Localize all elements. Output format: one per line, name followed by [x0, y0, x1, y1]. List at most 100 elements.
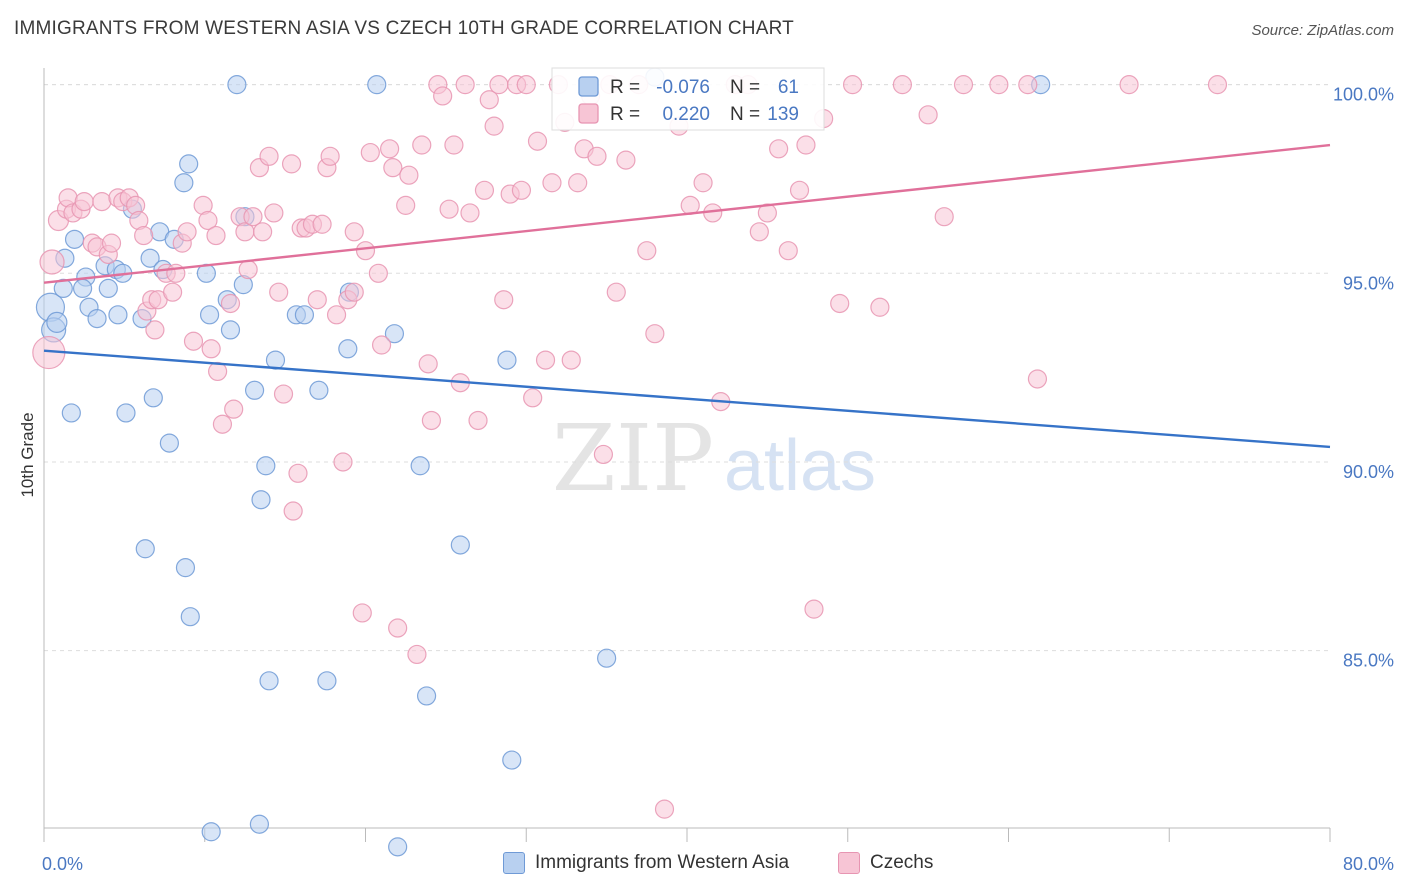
point-blue-25 [199, 305, 220, 325]
point-blue-3 [53, 278, 73, 299]
point-pink-137 [1119, 75, 1139, 95]
point-pink-79 [444, 135, 464, 155]
point-pink-74 [418, 354, 438, 374]
y-tick-label-0: 85.0% [1343, 651, 1394, 671]
point-pink-131 [918, 105, 938, 125]
legend-label-western-asia: Immigrants from Western Asia [535, 852, 790, 873]
point-pink-71 [399, 165, 419, 185]
point-pink-32 [206, 225, 226, 246]
stats-legend: R = -0.076 N = 61 R = 0.220 N = 139 [551, 67, 825, 131]
point-pink-94 [527, 131, 548, 151]
point-pink-40 [243, 207, 263, 227]
point-pink-39 [238, 259, 258, 280]
point-pink-34 [212, 414, 233, 434]
y-tick-label-3: 100.0% [1333, 85, 1394, 105]
point-pink-43 [259, 146, 279, 166]
point-pink-84 [474, 180, 495, 200]
point-pink-33 [208, 361, 228, 382]
point-pink-78 [439, 199, 459, 219]
point-blue-54 [116, 403, 136, 423]
point-blue-20 [159, 433, 179, 453]
point-pink-45 [269, 282, 289, 302]
point-pink-53 [307, 290, 327, 310]
point-pink-120 [757, 203, 777, 223]
y-axis-label: 10th Grade [18, 412, 37, 497]
point-blue-5 [64, 229, 85, 249]
point-blue-13 [108, 305, 128, 325]
point-pink-87 [489, 75, 509, 95]
stats-swatch-pink [578, 103, 599, 124]
point-blue-33 [256, 456, 276, 476]
point-blue-58 [180, 607, 200, 627]
point-pink-138 [1207, 75, 1228, 95]
point-pink-75 [421, 410, 442, 431]
point-pink-85 [479, 90, 499, 110]
point-blue-50 [597, 648, 617, 668]
watermark-zip: ZIP [552, 405, 714, 512]
point-pink-65 [368, 263, 388, 283]
point-pink-135 [1018, 75, 1038, 95]
point-pink-44 [264, 203, 284, 223]
point-pink-12 [101, 233, 122, 253]
point-pink-92 [516, 75, 536, 95]
y-tick-label-1: 90.0% [1343, 462, 1394, 482]
point-blue-39 [338, 339, 358, 359]
point-pink-72 [407, 644, 427, 665]
point-pink-69 [388, 618, 408, 638]
point-pink-36 [224, 399, 244, 419]
point-blue-60 [249, 814, 270, 834]
point-pink-127 [830, 293, 850, 314]
point-pink-49 [288, 463, 308, 483]
point-pink-67 [380, 139, 400, 159]
legend-label-czechs: Czechs [870, 852, 934, 873]
stats-n-label-blue: N = [730, 77, 760, 98]
point-pink-95 [535, 350, 556, 370]
point-pink-63 [355, 241, 376, 261]
point-blue-48 [497, 350, 517, 370]
point-pink-129 [870, 297, 890, 317]
point-pink-68 [383, 158, 403, 178]
point-pink-56 [320, 146, 340, 166]
point-pink-133 [953, 75, 974, 95]
point-blue-30 [227, 75, 247, 95]
point-pink-66 [371, 335, 392, 355]
stats-n-value-pink: 139 [767, 104, 799, 125]
point-pink-70 [396, 195, 416, 215]
stats-n-value-blue: 61 [778, 77, 799, 98]
point-blue-17 [140, 248, 160, 268]
point-pink-10 [92, 192, 112, 212]
point-blue-11 [98, 278, 118, 299]
point-pink-136 [1027, 369, 1048, 389]
stats-r-value-blue: -0.076 [656, 77, 710, 98]
point-pink-77 [433, 86, 453, 106]
point-pink-134 [989, 75, 1009, 95]
y-tick-label-2: 95.0% [1343, 273, 1394, 293]
point-blue-7 [72, 278, 93, 299]
point-pink-61 [344, 282, 364, 302]
point-blue-41 [384, 324, 405, 344]
x-tick-label-1: 80.0% [1343, 854, 1394, 874]
point-pink-81 [455, 75, 475, 95]
point-blue-23 [179, 154, 199, 174]
trend-line-blue [43, 349, 1331, 449]
point-pink-18 [134, 225, 154, 246]
point-pink-132 [934, 207, 954, 227]
point-pink-7 [74, 192, 94, 212]
point-blue-9 [87, 308, 107, 329]
point-pink-62 [352, 603, 372, 623]
point-pink-48 [283, 501, 303, 521]
point-blue-32 [251, 490, 271, 510]
legend-swatch-blue [503, 852, 525, 874]
point-pink-109 [637, 241, 657, 261]
chart-title: IMMIGRANTS FROM WESTERN ASIA VS CZECH 10… [14, 18, 794, 39]
point-pink-110 [645, 324, 665, 344]
stats-r-label-blue: R = [610, 77, 640, 98]
point-pink-41 [253, 222, 273, 242]
point-pink-100 [568, 173, 588, 193]
legend-item-western-asia[interactable]: Immigrants from Western Asia [503, 852, 789, 874]
point-blue-2 [46, 311, 68, 333]
point-blue-44 [259, 671, 279, 691]
point-pink-73 [412, 135, 432, 155]
source-credit: Source: ZipAtlas.com [1251, 22, 1394, 39]
legend-item-czechs[interactable]: Czechs [838, 852, 933, 874]
